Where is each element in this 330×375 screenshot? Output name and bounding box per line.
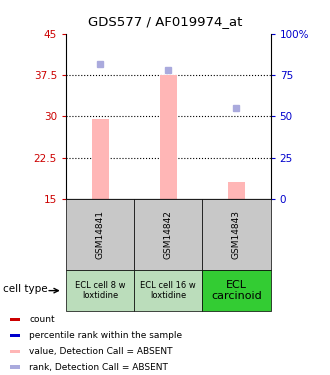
Text: cell type: cell type — [3, 284, 48, 294]
Bar — [134, 199, 202, 270]
Bar — [10, 334, 20, 337]
Bar — [10, 318, 20, 321]
Bar — [10, 365, 20, 369]
Text: ECL cell 8 w
loxtidine: ECL cell 8 w loxtidine — [75, 281, 125, 300]
Bar — [91, 119, 109, 199]
Bar — [10, 350, 20, 352]
Text: GSM14843: GSM14843 — [232, 210, 241, 259]
Text: GSM14841: GSM14841 — [96, 210, 105, 259]
Bar — [202, 199, 271, 270]
Bar — [160, 75, 177, 199]
Bar — [228, 182, 245, 199]
Text: ECL
carcinoid: ECL carcinoid — [211, 280, 262, 302]
Text: rank, Detection Call = ABSENT: rank, Detection Call = ABSENT — [29, 363, 168, 372]
Bar — [202, 270, 271, 311]
Text: value, Detection Call = ABSENT: value, Detection Call = ABSENT — [29, 346, 173, 355]
Text: count: count — [29, 315, 55, 324]
Text: ECL cell 16 w
loxtidine: ECL cell 16 w loxtidine — [141, 281, 196, 300]
Text: GSM14842: GSM14842 — [164, 210, 173, 259]
Bar — [134, 270, 202, 311]
Text: percentile rank within the sample: percentile rank within the sample — [29, 331, 182, 340]
Bar — [66, 270, 134, 311]
Bar — [66, 199, 134, 270]
Text: GDS577 / AF019974_at: GDS577 / AF019974_at — [88, 15, 242, 28]
